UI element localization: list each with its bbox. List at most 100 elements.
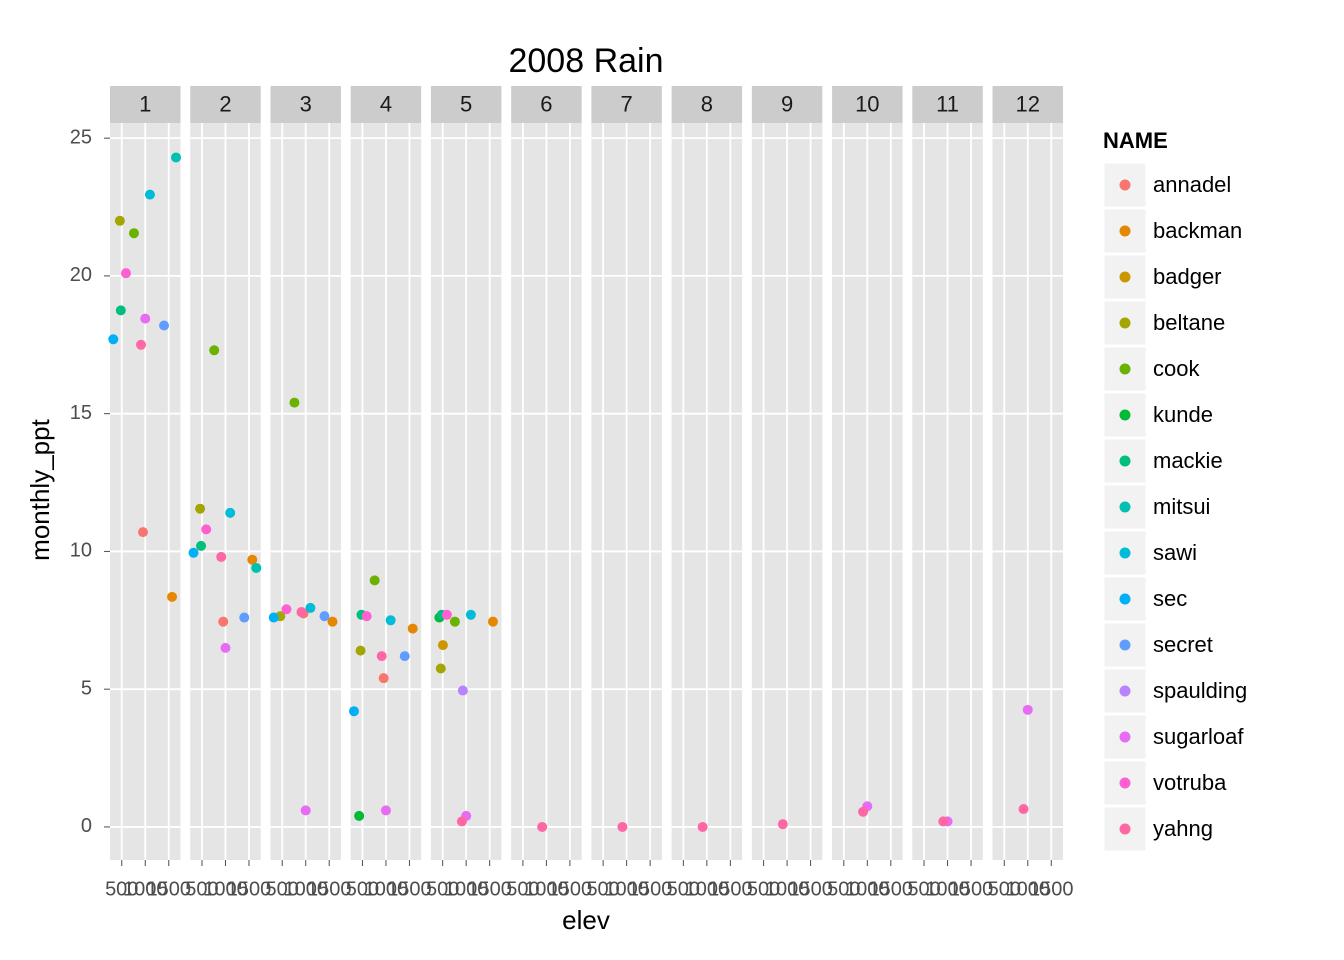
point: [1022, 704, 1033, 715]
legend-marker: [1119, 777, 1131, 789]
point: [369, 575, 380, 586]
legend-marker: [1119, 363, 1131, 375]
x-tick-label: 1000: [925, 878, 970, 900]
y-tick-label: 10: [70, 540, 92, 562]
x-tick-label: 1000: [685, 878, 730, 900]
point: [354, 810, 365, 821]
legend-label: annadel: [1153, 172, 1231, 197]
point: [281, 604, 292, 615]
legend-marker: [1119, 271, 1131, 283]
point: [114, 215, 125, 226]
point: [289, 397, 300, 408]
point: [376, 651, 387, 662]
strip-label: 1: [139, 91, 151, 116]
point: [120, 268, 131, 279]
x-tick-label: 1500: [548, 878, 593, 900]
strip-background: [832, 86, 903, 123]
point: [300, 805, 311, 816]
point: [218, 616, 229, 627]
point: [449, 616, 460, 627]
point: [456, 816, 467, 827]
strip-background: [430, 86, 502, 123]
legend-marker: [1119, 547, 1131, 559]
legend-marker: [1119, 731, 1131, 743]
strip-background: [671, 86, 743, 123]
legend-label: votruba: [1153, 770, 1227, 795]
x-tick-label: 500: [907, 878, 940, 900]
legend-marker: [1119, 317, 1131, 329]
x-tick-label: 500: [667, 878, 700, 900]
x-tick-label: 1500: [869, 878, 914, 900]
legend-marker: [1119, 501, 1131, 513]
y-tick-label: 15: [70, 402, 92, 424]
legend-key: [1103, 208, 1147, 254]
x-tick-label: 500: [988, 878, 1021, 900]
x-tick-label: 500: [346, 878, 379, 900]
point: [777, 819, 788, 830]
strip-label: 9: [781, 91, 793, 116]
strip-background: [591, 86, 662, 123]
point: [247, 554, 258, 565]
x-tick-label: 1000: [364, 878, 409, 900]
x-tick-label: 1000: [765, 878, 810, 900]
legend-label: cook: [1153, 356, 1200, 381]
point: [195, 503, 206, 514]
strip-background: [350, 86, 422, 123]
x-axis-title: elev: [562, 905, 610, 935]
y-tick-label: 0: [81, 815, 92, 837]
point: [435, 663, 446, 674]
point: [385, 615, 396, 626]
point: [171, 152, 182, 163]
x-tick-label: 500: [747, 878, 780, 900]
point: [108, 334, 119, 345]
point: [128, 228, 139, 239]
point: [188, 547, 199, 558]
legend-marker: [1119, 685, 1131, 697]
y-tick-label: 5: [81, 677, 92, 699]
legend-label: secret: [1153, 632, 1213, 657]
x-tick-label: 1500: [788, 878, 833, 900]
point: [137, 527, 148, 538]
legend-marker: [1119, 179, 1131, 191]
x-tick-label: 1500: [227, 878, 272, 900]
x-tick-label: 1500: [628, 878, 673, 900]
strip-label: 6: [540, 91, 552, 116]
point: [355, 645, 366, 656]
legend-label: sec: [1153, 586, 1187, 611]
legend-marker: [1119, 225, 1131, 237]
point: [239, 612, 250, 623]
legend-label: kunde: [1153, 402, 1213, 427]
legend-marker: [1119, 639, 1131, 651]
point: [296, 607, 307, 618]
x-tick-label: 1000: [1006, 878, 1051, 900]
strip-label: 5: [460, 91, 472, 116]
x-tick-label: 1500: [147, 878, 192, 900]
point: [216, 551, 227, 562]
point: [437, 640, 448, 651]
point: [441, 609, 452, 620]
strip-label: 12: [1016, 91, 1040, 116]
point: [380, 805, 391, 816]
legend-label: sugarloaf: [1153, 724, 1244, 749]
legend-key: [1103, 530, 1147, 576]
point: [305, 602, 316, 613]
legend-marker: [1119, 409, 1131, 421]
x-tick-label: 1000: [123, 878, 168, 900]
point: [167, 591, 178, 602]
point: [251, 562, 262, 573]
x-tick-label: 500: [586, 878, 619, 900]
y-axis-title: monthly_ppt: [25, 418, 55, 560]
strip-background: [992, 86, 1064, 123]
strip-background: [190, 86, 261, 123]
point: [697, 821, 708, 832]
strip-background: [270, 86, 341, 123]
point: [457, 685, 468, 696]
point: [537, 821, 548, 832]
point: [378, 673, 389, 684]
point: [220, 642, 231, 653]
point: [407, 623, 418, 634]
x-tick-label: 500: [266, 878, 299, 900]
point: [209, 345, 220, 356]
x-tick-label: 1500: [307, 878, 352, 900]
